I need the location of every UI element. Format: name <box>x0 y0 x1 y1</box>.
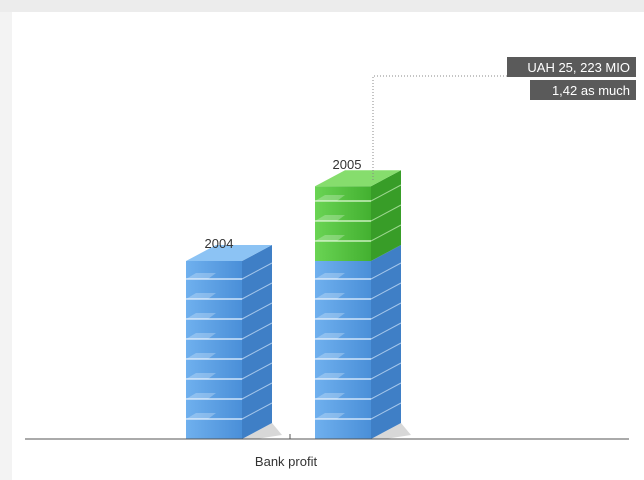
bar-side-2005-0 <box>371 245 401 439</box>
bar-slab-highlight <box>315 313 345 319</box>
bar-slab-highlight <box>186 293 216 299</box>
top-band <box>0 0 644 12</box>
bar-slab-highlight <box>186 413 216 419</box>
bar-2005-segment-1 <box>315 170 402 261</box>
bar-2004-segment-0 <box>186 245 273 439</box>
bar-slab-side-line <box>370 302 402 320</box>
bar-slab-highlight <box>315 333 345 339</box>
bar-top-2005 <box>315 170 401 187</box>
bar-slab-side-line <box>241 262 273 280</box>
annotation-ratio-text: 1,42 as much <box>552 83 630 98</box>
bars-layer <box>186 170 402 439</box>
bar-slab-highlight <box>186 313 216 319</box>
category-label-2005: 2005 <box>333 157 362 172</box>
bar-slab-highlight <box>315 353 345 359</box>
bar-slab-highlight <box>186 393 216 399</box>
bar-shadows <box>242 423 411 439</box>
bar-slab-side-line <box>241 282 273 300</box>
bar-top-2004 <box>186 245 272 261</box>
bar-slab-highlight <box>186 273 216 279</box>
bar-slab-side-line <box>370 382 402 400</box>
bar-slab-side-line <box>370 204 402 222</box>
bar-slab-side-line <box>370 262 402 280</box>
bar-side-2005-1 <box>371 170 401 261</box>
bar-front-2005-1 <box>315 186 371 261</box>
x-axis-label: Bank profit <box>255 454 318 469</box>
bar-shadow-2005 <box>371 423 411 439</box>
annotation-leader-line <box>372 75 508 180</box>
bar-front-2005-0 <box>315 261 371 439</box>
bar-slab-highlight <box>315 293 345 299</box>
bar-slab-side-line <box>241 382 273 400</box>
bar-slab-highlight <box>315 195 345 201</box>
bar-slab-highlight <box>186 373 216 379</box>
bar-slab-side-line <box>241 302 273 320</box>
bar-slab-highlight <box>315 413 345 419</box>
annotation-ratio-box <box>530 80 636 100</box>
bar-slab-side-line <box>370 322 402 340</box>
bar-slab-highlight <box>315 393 345 399</box>
bar-slab-highlight <box>315 373 345 379</box>
annotation-value-text: UAH 25, 223 MIO <box>527 60 630 75</box>
bar-slab-side-line <box>370 282 402 300</box>
bar-slab-side-line <box>370 402 402 420</box>
bar-front-2004-0 <box>186 261 242 439</box>
annotation-value-box <box>507 57 636 77</box>
bar-slab-side-line <box>370 342 402 360</box>
bar-slab-highlight <box>315 235 345 241</box>
bar-slab-highlight <box>186 353 216 359</box>
bar-slab-side-line <box>241 322 273 340</box>
bar-slab-side-line <box>241 402 273 420</box>
category-label-2004: 2004 <box>205 236 234 251</box>
bar-slab-side-line <box>370 224 402 242</box>
bar-slab-side-line <box>370 184 402 202</box>
bar-slab-highlight <box>186 333 216 339</box>
bar-slab-highlight <box>315 273 345 279</box>
bar-slab-side-line <box>241 342 273 360</box>
bar-slab-highlight <box>315 215 345 221</box>
bar-2005-segment-0 <box>315 245 402 439</box>
bar-side-2004-0 <box>242 245 272 439</box>
bar-shadow-2004 <box>242 423 282 439</box>
bar-slab-side-line <box>241 362 273 380</box>
bar-slab-side-line <box>370 362 402 380</box>
